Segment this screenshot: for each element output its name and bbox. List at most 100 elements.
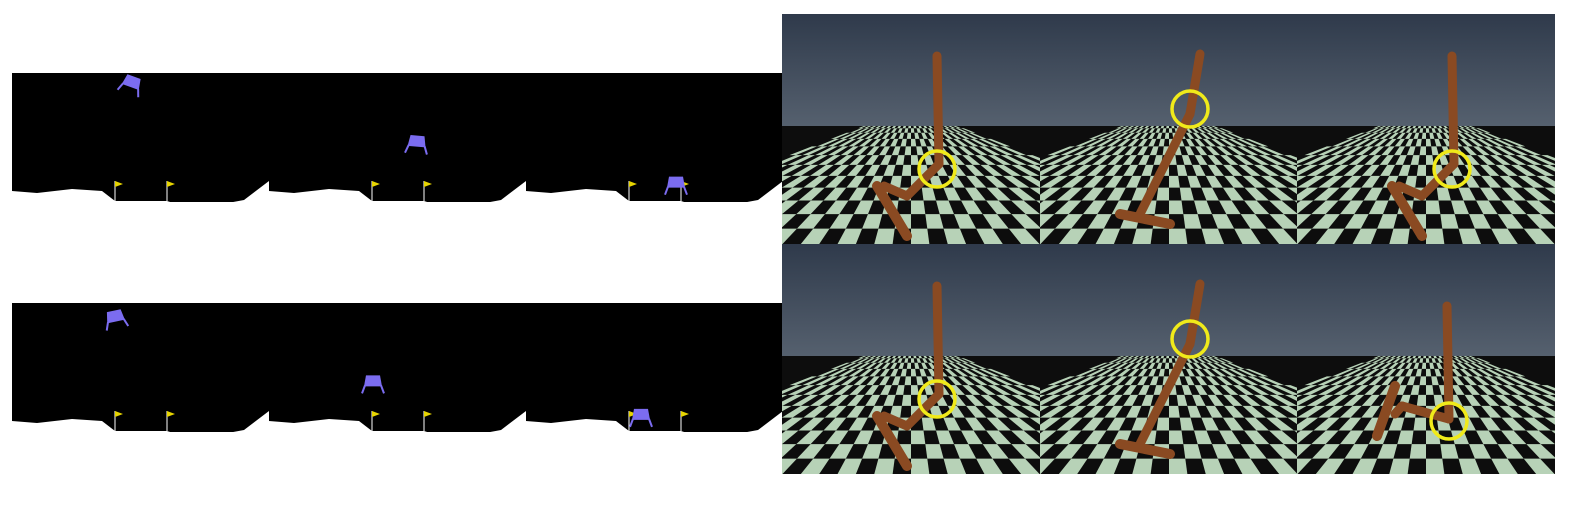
floor-tile bbox=[1049, 394, 1077, 406]
floor-tile bbox=[870, 358, 881, 363]
floor-tile bbox=[1480, 394, 1500, 406]
floor-tile bbox=[911, 228, 930, 244]
floor-tile bbox=[1245, 155, 1270, 165]
hopper-foot bbox=[1115, 439, 1175, 459]
floor-tile bbox=[1495, 164, 1518, 176]
floor-tile bbox=[1213, 358, 1227, 363]
floor-tile bbox=[782, 405, 810, 418]
sky-background bbox=[1040, 244, 1298, 358]
floor-tile bbox=[964, 417, 987, 431]
floor-tile bbox=[986, 430, 1012, 445]
floor-tile bbox=[1141, 358, 1150, 363]
floor-tile bbox=[1324, 394, 1349, 406]
floor-tile bbox=[1389, 228, 1410, 244]
floor-tile bbox=[879, 138, 890, 147]
floor-tile bbox=[921, 132, 928, 139]
floor-tile bbox=[955, 128, 969, 133]
floor-tile bbox=[1040, 228, 1055, 244]
space-background bbox=[526, 73, 783, 202]
floor-tile bbox=[1493, 368, 1515, 377]
floor-tile bbox=[1463, 356, 1471, 359]
floor-tile bbox=[1162, 128, 1167, 133]
floor-tile bbox=[976, 458, 1003, 474]
floor-tile bbox=[1526, 430, 1555, 445]
floor-tile bbox=[1497, 444, 1524, 459]
floor-tile bbox=[1388, 362, 1399, 369]
floor-tile bbox=[1344, 444, 1369, 459]
floor-tile bbox=[1346, 132, 1366, 139]
floor-tile bbox=[885, 356, 892, 359]
hopper-torso bbox=[1185, 279, 1205, 349]
floor-tile bbox=[1123, 164, 1139, 176]
floor-tile bbox=[949, 128, 962, 133]
floor-tile bbox=[1211, 368, 1227, 377]
space-background bbox=[526, 303, 783, 432]
floor-tile bbox=[1406, 126, 1412, 129]
floor-tile bbox=[1212, 132, 1228, 139]
floor-tile bbox=[1240, 444, 1267, 459]
floor-tile bbox=[856, 132, 871, 139]
floor-tile bbox=[1040, 405, 1068, 418]
floor-tile bbox=[1158, 138, 1165, 147]
floor-tile bbox=[789, 146, 818, 156]
floor-tile bbox=[1224, 175, 1245, 188]
floor-tile bbox=[1489, 155, 1511, 165]
floor-tile bbox=[1477, 155, 1496, 165]
floor-tile bbox=[782, 164, 803, 176]
floor-tile bbox=[890, 138, 899, 147]
floor-tile bbox=[1510, 394, 1537, 406]
floor-tile bbox=[895, 385, 905, 395]
hopper-robot bbox=[1115, 279, 1205, 459]
floor-tile bbox=[1348, 155, 1369, 165]
floor-tile bbox=[1097, 362, 1115, 369]
floor-tile bbox=[1260, 175, 1288, 188]
floor-tile bbox=[1394, 138, 1405, 147]
floor-tile bbox=[961, 430, 983, 445]
floor-tile bbox=[986, 138, 1011, 147]
floor-tile bbox=[947, 146, 963, 156]
floor-tile bbox=[1523, 228, 1555, 244]
floor-tile bbox=[1149, 356, 1155, 359]
floor-tile bbox=[864, 155, 880, 165]
floor-tile bbox=[928, 126, 934, 129]
floor-tile bbox=[957, 376, 975, 386]
floor-tile bbox=[1106, 138, 1123, 147]
floor-tile bbox=[1437, 128, 1443, 133]
floor-tile bbox=[1160, 126, 1165, 129]
floor-tile bbox=[1206, 362, 1220, 369]
floor-tile bbox=[1244, 138, 1269, 147]
floor-tile bbox=[1166, 126, 1169, 129]
floor-tile bbox=[1342, 138, 1363, 147]
floor-tile bbox=[1438, 126, 1443, 129]
floor-tile bbox=[1238, 394, 1261, 406]
floor-tile bbox=[1361, 405, 1381, 418]
floor-tile bbox=[969, 368, 990, 377]
floor-tile bbox=[1054, 444, 1083, 459]
floor-tile bbox=[1481, 175, 1502, 188]
floor-tile bbox=[1195, 376, 1208, 386]
floor-tile bbox=[1354, 132, 1372, 139]
floor-tile bbox=[1244, 430, 1270, 445]
floor-tile bbox=[1234, 458, 1261, 474]
floor-tile bbox=[953, 356, 962, 359]
floor-tile bbox=[1045, 385, 1074, 395]
floor-tile bbox=[1398, 358, 1407, 363]
floor-tile bbox=[1056, 417, 1083, 431]
floor-tile bbox=[1156, 132, 1163, 139]
hopper-torso bbox=[1185, 49, 1205, 119]
floor-tile bbox=[848, 417, 868, 431]
floor-tile bbox=[1116, 368, 1132, 377]
floor-tile bbox=[961, 132, 979, 139]
floor-tile bbox=[1469, 362, 1485, 369]
floor-tile bbox=[1011, 214, 1040, 229]
floor-tile bbox=[864, 132, 878, 139]
floor-tile bbox=[953, 138, 969, 147]
floor-tile bbox=[954, 444, 977, 459]
floor-tile bbox=[944, 138, 958, 147]
floor-tile bbox=[817, 138, 840, 147]
lander bbox=[664, 176, 688, 196]
hopper-robot bbox=[1372, 301, 1454, 441]
floor-tile bbox=[1297, 164, 1303, 168]
floor-tile bbox=[1433, 126, 1438, 129]
